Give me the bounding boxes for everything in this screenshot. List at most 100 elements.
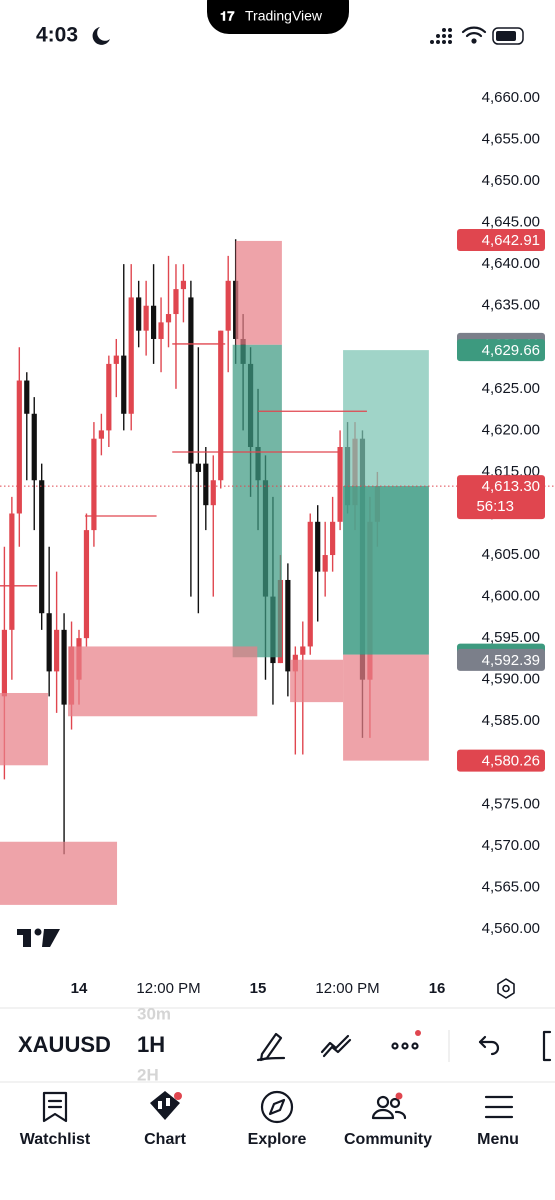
candle-body: [143, 305, 149, 331]
candle-body: [195, 463, 201, 472]
candle-body: [31, 413, 37, 481]
undo-icon[interactable]: [478, 1035, 500, 1056]
nav-label[interactable]: Menu: [477, 1131, 519, 1148]
price-badge: [457, 749, 545, 772]
price-badge: [457, 339, 545, 362]
settings-icon[interactable]: [497, 978, 515, 999]
candle-body: [24, 380, 30, 414]
price-badge-label: 4,613.30: [482, 478, 540, 495]
community-icon[interactable]: [371, 1095, 407, 1120]
y-tick-label: 4,625.00: [482, 380, 540, 397]
candle-body: [39, 480, 45, 614]
nav-label[interactable]: Explore: [248, 1131, 307, 1148]
menu-icon[interactable]: [484, 1095, 514, 1119]
y-tick-label: 4,570.00: [482, 837, 540, 854]
plot-area: [0, 239, 555, 905]
candle-body: [330, 521, 336, 556]
app-name: TradingView: [245, 8, 323, 24]
wifi-icon: [461, 26, 487, 44]
interval[interactable]: 1H: [137, 1032, 165, 1057]
tv-mark: 𝟏𝟕: [220, 8, 235, 23]
price-badge: [457, 229, 545, 251]
countdown: 56:13: [476, 498, 514, 515]
candle-body: [203, 463, 209, 506]
candle-body: [9, 513, 15, 630]
y-tick-label: 4,620.00: [482, 421, 540, 438]
zone: [235, 240, 282, 345]
x-tick-label: 12:00 PM: [136, 980, 200, 997]
y-tick-label: 4,645.00: [482, 214, 540, 231]
candle-body: [315, 521, 321, 572]
candle-body: [188, 297, 194, 464]
zone: [0, 841, 118, 905]
candle-body: [61, 629, 67, 705]
y-tick-label: 4,655.00: [482, 130, 540, 147]
draw-icon[interactable]: [256, 1032, 286, 1062]
candle-body: [322, 555, 328, 572]
candle-body: [128, 297, 134, 414]
y-tick-label: 4,590.00: [482, 671, 540, 688]
y-tick-label: 4,640.00: [482, 255, 540, 272]
price-badge: [457, 475, 545, 520]
tv-logo: [17, 928, 60, 947]
y-tick-label: 4,585.00: [482, 712, 540, 729]
y-tick-label: 4,600.00: [482, 588, 540, 605]
battery-icon: [492, 27, 524, 45]
price-axis: 4,560.004,565.004,570.004,575.004,580.00…: [457, 89, 545, 937]
candle-body: [337, 447, 343, 522]
x-tick-label: 16: [429, 980, 446, 997]
nav-bar: Watchlist Chart Explore Community Menu: [20, 1131, 519, 1148]
y-tick-label: 4,575.00: [482, 795, 540, 812]
zone: [0, 692, 48, 766]
dynamic-island: [207, 0, 349, 34]
chart-icon[interactable]: [150, 1091, 182, 1120]
candle-body: [180, 280, 187, 290]
moon-icon: [92, 27, 110, 45]
explore-icon[interactable]: [260, 1090, 294, 1124]
price-badge-label: 4,580.26: [482, 753, 540, 770]
symbol[interactable]: XAUUSD: [18, 1032, 111, 1057]
candle-body: [158, 322, 164, 339]
zone: [290, 659, 344, 703]
indicators-icon[interactable]: [320, 1034, 352, 1058]
y-tick-label: 4,660.00: [482, 89, 540, 106]
candle-body: [121, 355, 127, 414]
price-badge: [457, 648, 545, 671]
more-icon[interactable]: [391, 1042, 419, 1050]
y-tick-label: 4,635.00: [482, 297, 540, 314]
zone: [68, 646, 258, 717]
y-tick-label: 4,595.00: [482, 629, 540, 646]
prev-interval: 30m: [137, 1004, 171, 1023]
bracket-icon[interactable]: [542, 1030, 552, 1062]
battery-level: [496, 31, 516, 41]
y-tick-label: 4,605.00: [482, 546, 540, 563]
price-badge-label: 4,642.91: [482, 232, 540, 249]
candle-body: [307, 521, 313, 647]
notification-dot: [395, 1092, 403, 1100]
y-tick-label: 4,565.00: [482, 878, 540, 895]
candle-body: [46, 613, 52, 672]
nav-label[interactable]: Community: [344, 1131, 432, 1148]
signal-icon: [430, 28, 452, 44]
nav-label[interactable]: Chart: [144, 1131, 186, 1148]
watchlist-icon[interactable]: [42, 1091, 68, 1123]
candle-body: [165, 314, 172, 323]
candle-body: [106, 363, 112, 431]
candle-body: [285, 579, 291, 672]
candle-body: [98, 430, 104, 439]
y-tick-label: 4,650.00: [482, 172, 540, 189]
candle-body: [225, 280, 231, 331]
candle-body: [136, 297, 142, 331]
zone: [343, 654, 429, 761]
candle-body: [173, 289, 179, 315]
candle-body: [150, 305, 157, 339]
x-tick-label: 12:00 PM: [315, 980, 379, 997]
candle-body: [218, 330, 224, 481]
candle-body: [54, 629, 60, 672]
zone: [232, 344, 282, 658]
notification-dot: [415, 1030, 421, 1036]
x-tick-label: 14: [71, 980, 88, 997]
zone: [343, 486, 429, 655]
nav-label[interactable]: Watchlist: [20, 1131, 91, 1148]
